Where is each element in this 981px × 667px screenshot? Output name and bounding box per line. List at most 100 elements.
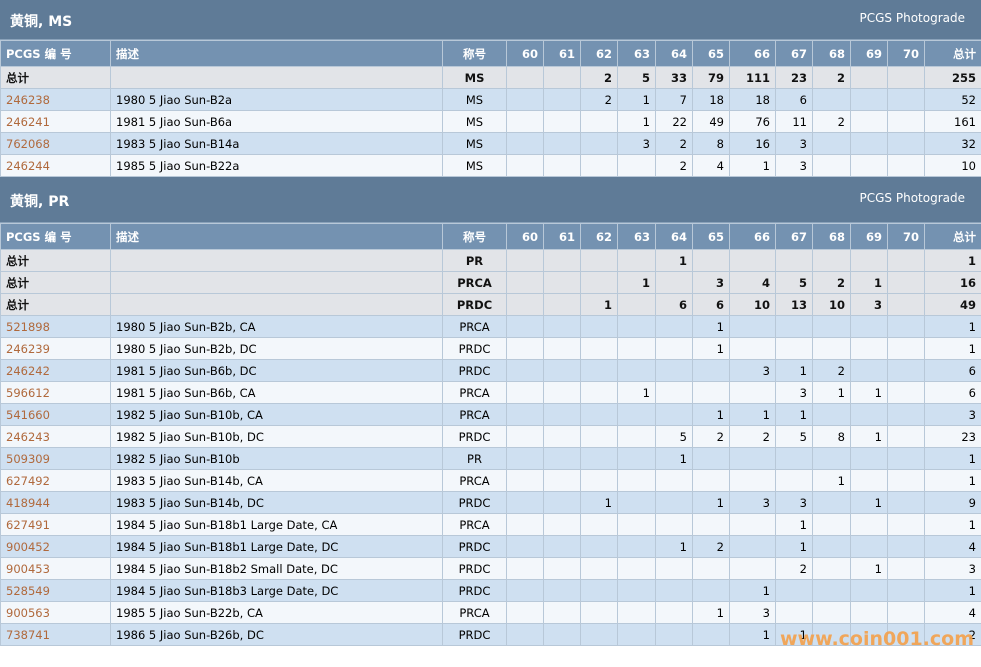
count-cell: 10 (729, 293, 776, 316)
count-cell: 1 (850, 381, 888, 404)
empty-cell (543, 293, 581, 316)
count-cell: 2 (580, 88, 618, 111)
pcgs-number-link[interactable]: 418944 (0, 491, 111, 514)
empty-cell (617, 249, 656, 272)
empty-cell (775, 315, 813, 338)
column-header: 65 (692, 223, 730, 250)
count-cell: 1 (580, 491, 618, 514)
pcgs-number-link[interactable]: 246244 (0, 154, 111, 177)
count-cell: 76 (729, 110, 776, 133)
column-header: PCGS 编 号 (0, 40, 111, 67)
designation-cell: PRCA (442, 403, 507, 426)
pcgs-number-link[interactable]: 246243 (0, 425, 111, 448)
designation-cell: PRDC (442, 623, 507, 646)
designation-cell: MS (442, 66, 507, 89)
pcgs-number-link[interactable]: 900452 (0, 535, 111, 558)
empty-cell (543, 154, 581, 177)
empty-cell (580, 469, 618, 492)
empty-cell (580, 132, 618, 155)
empty-cell (775, 447, 813, 470)
empty-cell (655, 271, 693, 294)
empty-cell (506, 293, 544, 316)
total-row: 总计 PRDC 1 6 6 10 13 10 3 49 (0, 293, 981, 316)
pcgs-number-link[interactable]: 509309 (0, 447, 111, 470)
empty-cell (850, 403, 888, 426)
description-cell: 1982 5 Jiao Sun-B10b, DC (110, 425, 443, 448)
count-cell: 6 (775, 88, 813, 111)
count-cell: 1 (692, 403, 730, 426)
count-cell: 22 (655, 110, 693, 133)
designation-cell: MS (442, 154, 507, 177)
empty-cell (850, 132, 888, 155)
pcgs-number-link[interactable]: 596612 (0, 381, 111, 404)
pcgs-number-link[interactable]: 762068 (0, 132, 111, 155)
pcgs-number-link[interactable]: 900453 (0, 557, 111, 580)
count-cell: 1 (692, 337, 730, 360)
pcgs-number-link[interactable]: 246239 (0, 337, 111, 360)
count-cell: 1 (775, 535, 813, 558)
column-header: 总计 (924, 223, 981, 250)
count-cell: 4 (692, 154, 730, 177)
empty-cell (617, 403, 656, 426)
count-cell: 1 (775, 403, 813, 426)
empty-cell (692, 469, 730, 492)
count-cell: 2 (924, 623, 981, 646)
count-cell: 3 (729, 491, 776, 514)
description-cell: 1980 5 Jiao Sun-B2a (110, 88, 443, 111)
pcgs-number-link[interactable]: 900563 (0, 601, 111, 624)
description-cell: 1985 5 Jiao Sun-B22b, CA (110, 601, 443, 624)
empty-cell (506, 132, 544, 155)
coin-row: 418944 1983 5 Jiao Sun-B14b, DC PRDC 1 1 3 3 1 9 (0, 491, 981, 514)
pcgs-number-link[interactable]: 521898 (0, 315, 111, 338)
grade-table: PCGS 编 号描述 称号 60 61 62 63 64 65 66 67 68 69 70 总计 总计 PR… (0, 223, 981, 646)
description-cell: 1984 5 Jiao Sun-B18b1 Large Date, CA (110, 513, 443, 536)
coin-row: 900452 1984 5 Jiao Sun-B18b1 Large Date, … (0, 535, 981, 558)
pcgs-number-link[interactable]: 541660 (0, 403, 111, 426)
count-cell: 1 (850, 425, 888, 448)
empty-cell (580, 535, 618, 558)
count-cell: 3 (692, 271, 730, 294)
pcgs-number-link[interactable]: 246241 (0, 110, 111, 133)
empty-cell (850, 66, 888, 89)
empty-cell (506, 557, 544, 580)
section-header: 黄铜, MS PCGS Photograde (0, 0, 981, 40)
pcgs-number-link[interactable]: 627491 (0, 513, 111, 536)
designation-cell: PRDC (442, 425, 507, 448)
pcgs-number-link[interactable]: 246238 (0, 88, 111, 111)
pcgs-number-link[interactable]: 246242 (0, 359, 111, 382)
empty-cell (729, 469, 776, 492)
empty-cell (655, 469, 693, 492)
designation-cell: PRDC (442, 579, 507, 602)
empty-cell (692, 381, 730, 404)
empty-cell (506, 249, 544, 272)
pcgs-number-link[interactable]: 627492 (0, 469, 111, 492)
empty-cell (812, 513, 851, 536)
count-cell: 6 (692, 293, 730, 316)
empty-cell (655, 557, 693, 580)
empty-cell (850, 535, 888, 558)
empty-cell (887, 337, 925, 360)
empty-cell (887, 381, 925, 404)
pcgs-number-link[interactable]: 738741 (0, 623, 111, 646)
empty-cell (887, 293, 925, 316)
empty-cell (543, 88, 581, 111)
count-cell: 1 (850, 491, 888, 514)
empty-cell (812, 249, 851, 272)
count-cell: 8 (812, 425, 851, 448)
section-subtitle: PCGS Photograde (859, 11, 965, 25)
empty-cell (543, 403, 581, 426)
coin-row: 246244 1985 5 Jiao Sun-B22a MS 2 4 1 3 10 (0, 154, 981, 177)
total-label: 总计 (0, 249, 111, 272)
count-cell: 1 (580, 293, 618, 316)
empty-cell (812, 579, 851, 602)
count-cell: 6 (924, 359, 981, 382)
count-cell: 18 (729, 88, 776, 111)
empty-cell (729, 337, 776, 360)
count-cell: 1 (655, 535, 693, 558)
pcgs-number-link[interactable]: 528549 (0, 579, 111, 602)
empty-cell (887, 623, 925, 646)
column-header: 63 (617, 223, 656, 250)
count-cell: 5 (775, 425, 813, 448)
empty-cell (692, 623, 730, 646)
count-cell: 3 (775, 132, 813, 155)
